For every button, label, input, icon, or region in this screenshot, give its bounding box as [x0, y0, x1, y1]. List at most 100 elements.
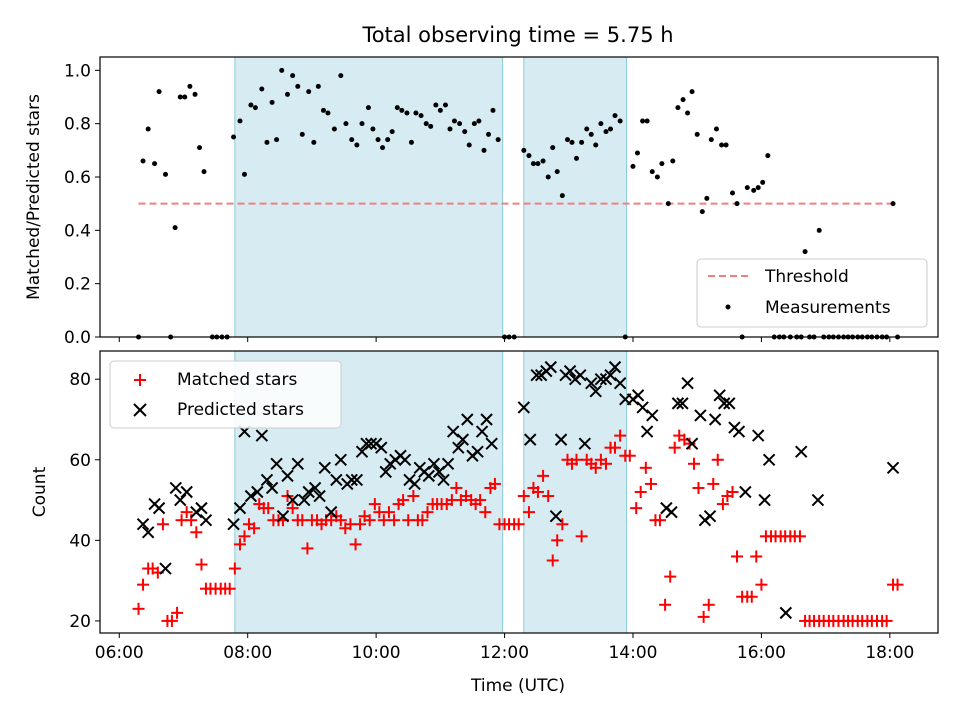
predicted-stars-point-62	[480, 413, 493, 426]
matched-stars-point-103	[623, 449, 636, 462]
matched-stars-point-116	[687, 457, 700, 470]
matched-stars-point-85	[537, 469, 550, 482]
measurements-point-134	[816, 227, 822, 233]
predicted-stars-point-102	[723, 397, 736, 410]
predicted-stars-point-71	[554, 433, 568, 446]
matched-stars-point-122	[716, 498, 729, 511]
predicted-stars-point-26	[302, 485, 315, 499]
measurements-point-8	[172, 225, 178, 231]
matched-stars-point-50	[368, 498, 381, 511]
matched-stars-point-21	[228, 562, 241, 575]
measurements-point-43	[359, 121, 365, 127]
predicted-legend-label: Predicted stars	[177, 400, 304, 420]
matched-stars-point-129	[750, 550, 763, 563]
predicted-stars-point-34	[345, 473, 358, 487]
matched-stars-point-36	[301, 542, 314, 555]
matched-stars-point-106	[639, 461, 652, 474]
predicted-stars-point-17	[255, 429, 269, 442]
predicted-stars-point-47	[408, 477, 421, 491]
measurements-legend-marker	[725, 304, 731, 310]
predicted-stars-point-105	[739, 485, 752, 499]
predicted-stars-point-5	[159, 562, 172, 575]
measurements-point-117	[730, 190, 736, 196]
matched-stars-point-101	[614, 429, 627, 442]
measurements-point-105	[670, 158, 676, 164]
measurements-point-34	[311, 139, 317, 145]
measurements-point-19	[231, 134, 237, 140]
matched-stars-point-22	[233, 538, 246, 551]
measurements-point-29	[285, 91, 291, 97]
predicted-stars-point-45	[398, 453, 412, 466]
matched-stars-point-117	[692, 481, 705, 494]
predicted-stars-point-25	[297, 493, 311, 507]
predicted-stars-point-63	[485, 437, 498, 450]
top-x-ticks	[118, 337, 891, 342]
predicted-stars-point-51	[427, 457, 441, 471]
measurements-point-58	[433, 102, 439, 108]
x-tick-label-7: 18:00	[865, 643, 914, 663]
measurements-point-83	[559, 193, 565, 199]
matched-stars-point-72	[474, 494, 487, 507]
predicted-stars-point-6	[169, 481, 182, 495]
measurements-point-6	[162, 171, 168, 177]
x-tick-label-1: 06:00	[95, 643, 144, 663]
measurements-point-115	[719, 142, 725, 148]
bottom-y-ticks: 20 40 60 80	[69, 370, 100, 632]
matched-stars-point-111	[664, 570, 677, 583]
matched-stars-point-87	[546, 554, 559, 567]
measurements-point-57	[428, 123, 434, 129]
measurements-point-113	[708, 137, 714, 143]
measurements-point-30	[290, 73, 296, 79]
measurements-series	[136, 67, 901, 340]
measurements-point-52	[404, 110, 410, 116]
measurements-point-99	[640, 118, 646, 124]
top-y-tick-label-5: 0.8	[64, 115, 91, 135]
matched-stars-point-6	[156, 518, 169, 531]
matched-stars-point-73	[479, 506, 492, 519]
measurements-point-71	[495, 137, 501, 143]
measurements-point-122	[755, 185, 761, 191]
predicted-stars-point-79	[594, 372, 608, 386]
predicted-stars-point-106	[751, 429, 765, 442]
matched-stars-point-60	[416, 514, 429, 527]
measurements-point-76	[526, 153, 532, 159]
measurements-point-81	[550, 145, 556, 151]
predicted-stars-point-8	[180, 485, 193, 499]
x-tick-label-4: 12:00	[480, 643, 529, 663]
predicted-stars-point-28	[313, 489, 326, 503]
predicted-stars-point-56	[452, 441, 465, 454]
bottom-panel: 20 40 60 80 06:00 08:00 10:00 12:00 14:00 16:00 1…	[30, 350, 939, 663]
matched-stars-point-14	[195, 558, 208, 571]
measurements-point-39	[338, 73, 344, 79]
predicted-stars-point-78	[589, 385, 602, 398]
predicted-stars-point-108	[762, 453, 776, 466]
predicted-stars-point-69	[544, 360, 557, 374]
predicted-stars-point-65	[524, 433, 537, 446]
measurements-point-10	[182, 94, 188, 100]
measurements-point-102	[654, 174, 660, 180]
matched-stars-point-121	[711, 453, 724, 466]
matched-stars-point-112	[668, 441, 681, 454]
measurements-point-54	[413, 110, 419, 116]
predicted-stars-point-91	[665, 505, 678, 519]
matched-stars-point-82	[522, 506, 535, 519]
bottom-legend-box	[109, 360, 342, 429]
top-axes-frame	[99, 56, 939, 338]
matched-stars-point-33	[286, 502, 299, 515]
predicted-stars-point-86	[631, 389, 645, 402]
measurements-point-88	[584, 126, 590, 132]
predicted-stars-point-101	[717, 397, 731, 410]
measurements-point-51	[399, 107, 405, 113]
top-y-tick-label-1: 0.0	[64, 328, 91, 348]
predicted-stars-point-112	[886, 461, 900, 475]
predicted-stars-point-35	[350, 473, 364, 487]
predicted-stars-point-111	[811, 493, 825, 507]
measurements-point-53	[408, 139, 414, 145]
top-panel: 0.0 0.2 0.4 0.6 0.8 1.0 Matched/Predicted sta…	[24, 56, 939, 348]
measurements-point-84	[564, 137, 570, 143]
matched-stars-point-104	[630, 502, 643, 515]
predicted-stars-point-4	[152, 501, 166, 515]
measurements-point-124	[765, 153, 771, 159]
matched-stars-point-96	[589, 461, 602, 474]
measurements-point-118	[734, 201, 740, 207]
